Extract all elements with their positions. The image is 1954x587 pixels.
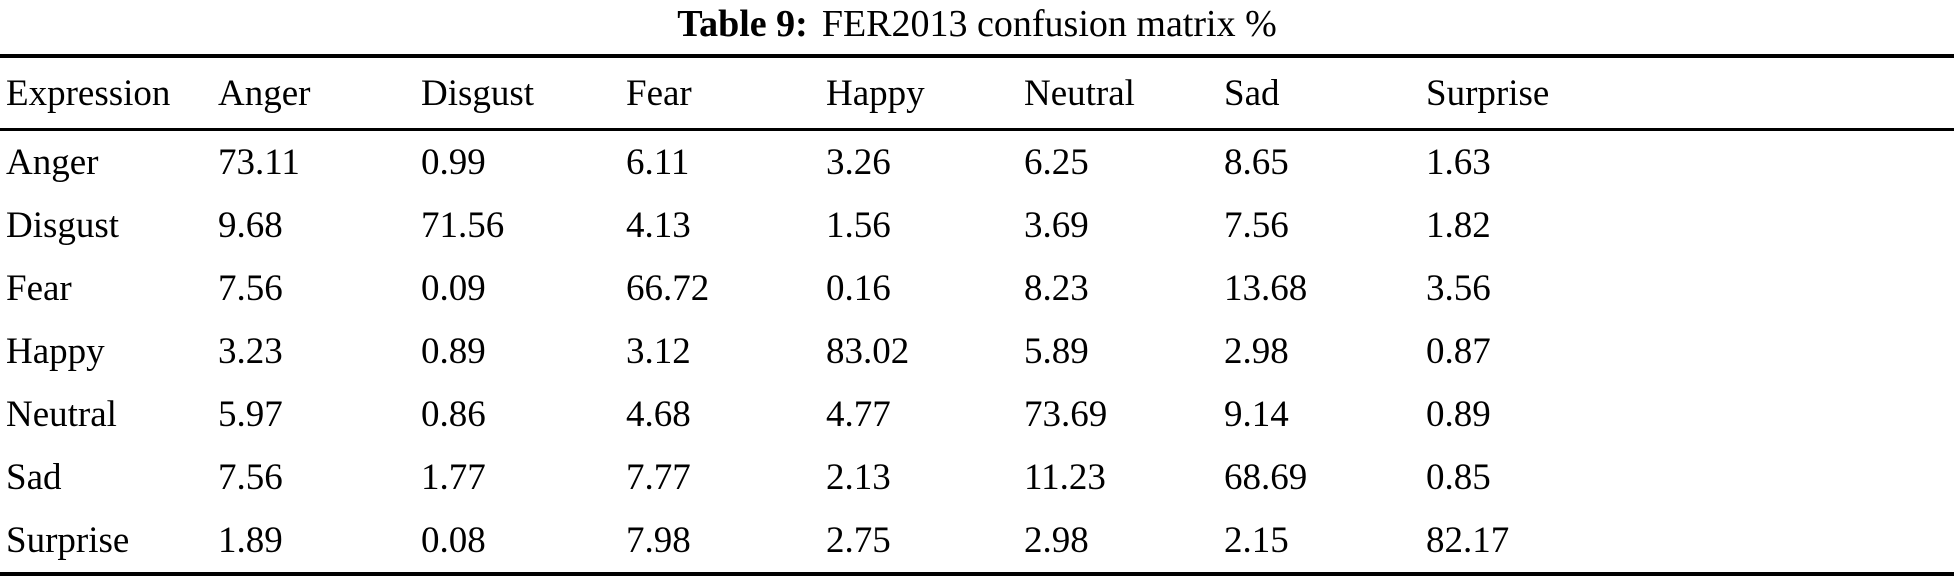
cell: 66.72 [626,268,710,309]
row-label: Sad [6,457,62,498]
cell: 0.85 [1426,457,1491,498]
cell: 5.97 [218,394,283,435]
cell: 83.02 [826,331,910,372]
cell: 0.08 [421,520,486,561]
row-label: Happy [6,331,105,372]
cell: 0.89 [421,331,486,372]
cell: 1.77 [421,457,486,498]
cell: 6.11 [626,142,690,183]
cell: 1.89 [218,520,283,561]
cell: 3.26 [826,142,891,183]
cell: 2.75 [826,520,891,561]
cell: 7.56 [218,457,283,498]
cell: 5.89 [1024,331,1089,372]
cell: 9.68 [218,205,283,246]
column-header-neutral: Neutral [1018,56,1218,131]
column-header-happy: Happy [820,56,1018,131]
row-label: Neutral [6,394,117,435]
column-header-expression: Expression [0,56,212,131]
cell: 7.77 [626,457,691,498]
cell: 1.56 [826,205,891,246]
table-row-happy: Happy 3.23 0.89 3.12 83.02 5.89 2.98 0.8… [0,320,1954,383]
cell: 2.98 [1224,331,1289,372]
cell: 11.23 [1024,457,1106,498]
table-row-neutral: Neutral 5.97 0.86 4.68 4.77 73.69 9.14 0… [0,383,1954,446]
table-row-fear: Fear 7.56 0.09 66.72 0.16 8.23 13.68 3.5… [0,257,1954,320]
cell: 1.63 [1426,142,1491,183]
cell: 2.15 [1224,520,1289,561]
row-label: Surprise [6,520,130,561]
cell: 71.56 [421,205,505,246]
header-row: Expression Anger Disgust Fear Happy Neut… [0,56,1954,131]
cell: 73.11 [218,142,300,183]
cell: 4.68 [626,394,691,435]
cell: 0.99 [421,142,486,183]
table-caption-text: FER2013 confusion matrix % [821,3,1277,45]
cell: 3.56 [1426,268,1491,309]
table-row-surprise: Surprise 1.89 0.08 7.98 2.75 2.98 2.15 8… [0,509,1954,574]
cell: 7.56 [1224,205,1289,246]
cell: 0.86 [421,394,486,435]
cell: 2.98 [1024,520,1089,561]
table-caption-label: Table 9: [677,3,808,45]
column-header-sad: Sad [1218,56,1420,131]
cell: 3.23 [218,331,283,372]
column-header-anger: Anger [212,56,415,131]
table-row-anger: Anger 73.11 0.99 6.11 3.26 6.25 8.65 1.6… [0,130,1954,195]
cell: 68.69 [1224,457,1308,498]
row-label: Anger [6,142,99,183]
column-header-disgust: Disgust [415,56,620,131]
column-header-fear: Fear [620,56,820,131]
cell: 0.89 [1426,394,1491,435]
cell: 2.13 [826,457,891,498]
cell: 7.98 [626,520,691,561]
cell: 9.14 [1224,394,1289,435]
row-label: Fear [6,268,72,309]
row-label: Disgust [6,205,120,246]
cell: 1.82 [1426,205,1491,246]
cell: 3.69 [1024,205,1089,246]
table-caption: Table 9: FER2013 confusion matrix % [0,0,1954,54]
cell: 6.25 [1024,142,1089,183]
cell: 4.13 [626,205,691,246]
cell: 8.65 [1224,142,1289,183]
cell: 8.23 [1024,268,1089,309]
cell: 13.68 [1224,268,1308,309]
column-header-surprise: Surprise [1420,56,1954,131]
cell: 7.56 [218,268,283,309]
table-row-disgust: Disgust 9.68 71.56 4.13 1.56 3.69 7.56 1… [0,194,1954,257]
cell: 4.77 [826,394,891,435]
cell: 0.09 [421,268,486,309]
cell: 3.12 [626,331,691,372]
confusion-matrix-table: Expression Anger Disgust Fear Happy Neut… [0,54,1954,576]
cell: 82.17 [1426,520,1510,561]
cell: 73.69 [1024,394,1108,435]
table-row-sad: Sad 7.56 1.77 7.77 2.13 11.23 68.69 0.85 [0,446,1954,509]
cell: 0.16 [826,268,891,309]
cell: 0.87 [1426,331,1491,372]
